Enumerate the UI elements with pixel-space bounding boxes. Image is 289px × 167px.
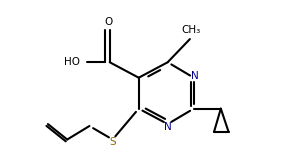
Text: S: S <box>109 137 116 147</box>
Text: CH₃: CH₃ <box>181 25 201 35</box>
Text: N: N <box>164 122 172 132</box>
Text: N: N <box>191 71 199 81</box>
Text: HO: HO <box>64 57 80 67</box>
Text: O: O <box>105 17 113 27</box>
